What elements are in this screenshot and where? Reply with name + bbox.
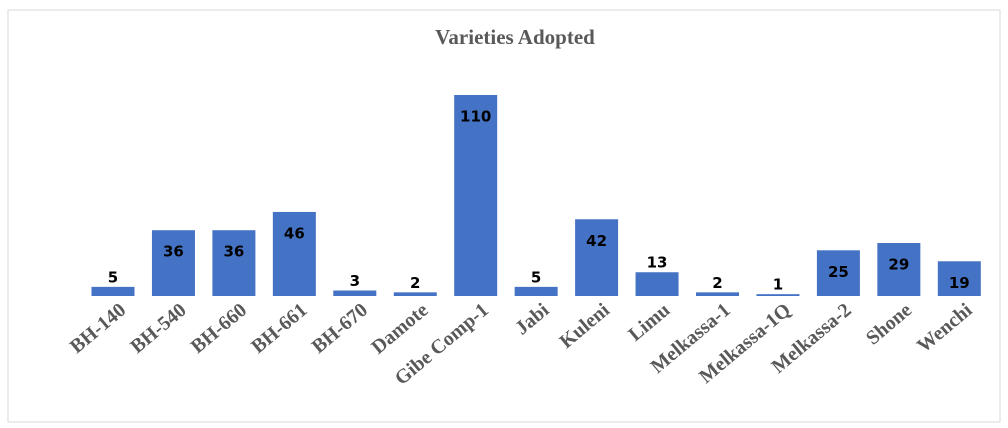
bar bbox=[514, 286, 558, 296]
data-label: 25 bbox=[828, 263, 849, 281]
data-label: 36 bbox=[223, 243, 244, 261]
data-label: 42 bbox=[586, 232, 607, 250]
bar bbox=[816, 250, 860, 296]
chart-frame bbox=[7, 9, 1001, 423]
bar bbox=[635, 272, 679, 296]
bar bbox=[877, 243, 921, 296]
bar bbox=[937, 261, 981, 296]
bar bbox=[756, 294, 800, 296]
data-label: 36 bbox=[163, 243, 184, 261]
data-label: 110 bbox=[460, 108, 491, 126]
bar bbox=[454, 95, 498, 296]
data-label: 5 bbox=[108, 268, 118, 286]
chart-title: Varieties Adopted bbox=[435, 25, 595, 49]
data-label: 5 bbox=[531, 268, 541, 286]
bar bbox=[212, 230, 256, 296]
bar bbox=[333, 290, 377, 296]
bar bbox=[393, 292, 437, 296]
bar bbox=[91, 286, 135, 296]
data-label: 19 bbox=[949, 274, 970, 292]
bar bbox=[272, 211, 316, 296]
bar bbox=[696, 292, 739, 296]
data-label: 2 bbox=[410, 274, 420, 292]
data-label: 13 bbox=[647, 254, 668, 272]
bar bbox=[151, 230, 195, 296]
data-label: 1 bbox=[773, 276, 783, 294]
data-label: 2 bbox=[712, 274, 722, 292]
data-label: 29 bbox=[888, 256, 909, 274]
data-label: 3 bbox=[350, 272, 360, 290]
bar bbox=[575, 219, 619, 296]
data-label: 46 bbox=[284, 224, 305, 242]
